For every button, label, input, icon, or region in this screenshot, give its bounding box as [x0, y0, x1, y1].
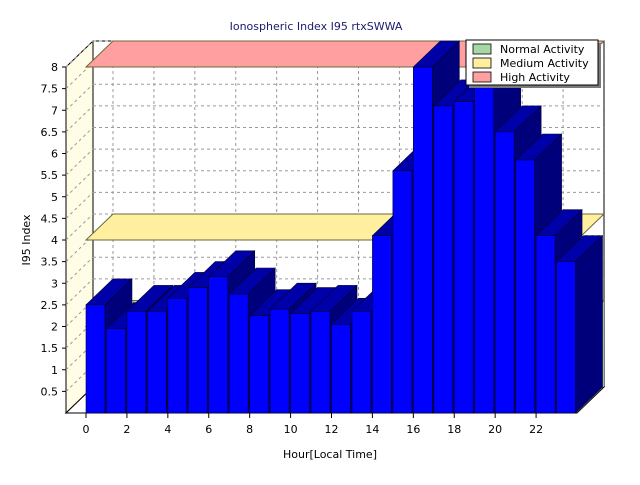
gridline-side: [65, 83, 94, 111]
bar-front: [187, 287, 208, 414]
gridline-side: [65, 127, 94, 154]
x-axis-title: Hour[Local Time]: [283, 448, 377, 461]
x-tick-label: 16: [406, 423, 420, 436]
bar-front: [106, 328, 126, 414]
bar-front: [515, 159, 535, 414]
gridline-side: [65, 148, 94, 176]
x-tick-label: 0: [83, 423, 90, 436]
bars: [85, 40, 604, 414]
gridline-side: [65, 192, 94, 219]
y-tick-label: 8: [51, 61, 58, 74]
gridline-side: [65, 40, 94, 68]
y-tick-label: 6: [51, 148, 58, 161]
bar-front: [535, 235, 556, 414]
y-axis-title: I95 Index: [20, 214, 33, 266]
bar: [555, 234, 604, 414]
legend-label: High Activity: [500, 71, 570, 84]
y-tick-label: 4.5: [41, 212, 59, 225]
x-tick-label: 6: [205, 423, 212, 436]
bar-front: [126, 311, 147, 414]
x-tick-label: 14: [365, 423, 379, 436]
bar-front: [453, 101, 474, 414]
y-tick-label: 2.5: [41, 299, 59, 312]
bar-front: [269, 308, 290, 414]
bar-front: [208, 276, 229, 414]
x-axis-ticks: 0 2 4 6 8 10 12 14 16 18 20 22: [83, 413, 543, 436]
y-tick-label: 1: [51, 364, 58, 377]
gridline-side: [65, 170, 94, 198]
y-tick-label: 6.5: [41, 126, 59, 139]
gridline-side: [65, 105, 94, 133]
bar-front: [249, 315, 269, 414]
x-tick-label: 20: [488, 423, 502, 436]
bar-front: [413, 66, 433, 414]
x-tick-label: 10: [284, 423, 298, 436]
y-tick-label: 5.5: [41, 169, 59, 182]
gridline-side: [65, 213, 94, 241]
y-tick-label: 7.5: [41, 83, 59, 96]
x-tick-label: 8: [246, 423, 253, 436]
legend-swatch: [472, 71, 492, 83]
legend-swatch: [472, 57, 492, 69]
gridline-side: [65, 278, 94, 306]
x-tick-label: 18: [447, 423, 461, 436]
bar-front: [167, 298, 188, 414]
bar-front: [147, 311, 167, 414]
y-tick-label: 0.5: [41, 385, 59, 398]
y-tick-label: 3: [51, 277, 58, 290]
legend-label: Medium Activity: [500, 57, 589, 70]
legend-label: Normal Activity: [500, 43, 585, 56]
y-axis-ticks: 0.5 1 1.5 2 2.5 3 3.5 4 4.5 5 5.5 6 6.5 7 7.5 8: [41, 61, 66, 398]
legend-swatch: [472, 43, 492, 55]
bar-front: [290, 313, 310, 414]
gridline-side: [65, 256, 94, 284]
y-tick-label: 7: [51, 104, 58, 117]
bar-side: [575, 234, 603, 414]
bar-front: [228, 293, 249, 414]
bar-front: [474, 84, 494, 414]
chart-title: Ionospheric Index I95 rtxSWWA: [230, 20, 403, 33]
bar-front: [85, 304, 106, 414]
y-tick-label: 5: [51, 191, 58, 204]
x-tick-label: 12: [325, 423, 339, 436]
bar-front: [310, 311, 331, 414]
y-tick-label: 1.5: [41, 342, 59, 355]
bar-front: [494, 131, 515, 414]
bar-front: [351, 311, 372, 414]
bar-front: [556, 261, 576, 414]
bar-front: [433, 105, 454, 414]
y-tick-label: 4: [51, 234, 58, 247]
x-tick-label: 22: [529, 423, 543, 436]
bar-front: [331, 324, 351, 414]
y-tick-label: 2: [51, 321, 58, 334]
bar-front: [372, 235, 392, 414]
x-tick-label: 4: [164, 423, 171, 436]
bar-front: [392, 170, 413, 414]
y-tick-label: 3.5: [41, 256, 59, 269]
x-tick-label: 2: [123, 423, 130, 436]
